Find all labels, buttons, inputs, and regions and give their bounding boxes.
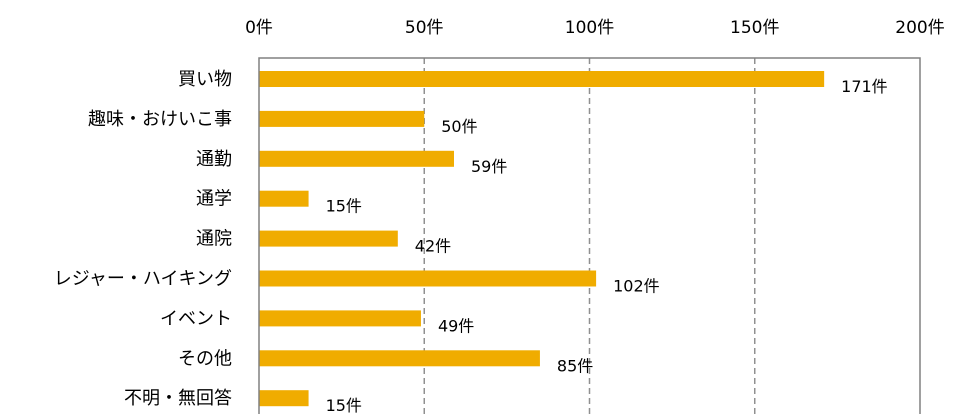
bar [259, 110, 425, 127]
bar [259, 230, 398, 247]
data-label: 15件 [326, 197, 362, 216]
data-label: 42件 [415, 237, 451, 256]
bar [259, 310, 421, 327]
plot-frame [258, 57, 921, 419]
x-tick-label: 0件 [245, 18, 273, 38]
category-label: 買い物 [178, 69, 232, 90]
category-label: 趣味・おけいこ事 [88, 109, 232, 130]
x-tick-label: 100件 [565, 18, 614, 38]
data-label: 85件 [557, 356, 593, 375]
category-label: 通院 [196, 229, 232, 250]
bar [259, 150, 454, 167]
data-labels: 171件 50件 59件 15件 42件 102件 49件 85件 15件 [326, 77, 888, 415]
bar [259, 390, 309, 407]
category-label: イベント [160, 308, 232, 329]
bar [259, 71, 825, 87]
data-label: 50件 [441, 117, 477, 136]
x-tick-label: 200件 [895, 18, 944, 38]
category-label: 通学 [196, 189, 232, 210]
data-label: 49件 [438, 316, 474, 335]
category-label: レジャー・ハイキング [54, 269, 232, 290]
bar [259, 190, 309, 207]
data-label: 59件 [471, 157, 507, 176]
category-label: 不明・無回答 [124, 388, 232, 409]
x-tick-label: 150件 [730, 18, 779, 38]
data-label: 102件 [613, 277, 660, 296]
category-label: 通勤 [196, 149, 232, 170]
bars [259, 71, 825, 407]
x-tick-label: 50件 [405, 18, 444, 38]
data-label: 171件 [841, 77, 888, 96]
bar [259, 270, 597, 287]
x-tick-labels: 0件 50件 100件 150件 200件 [245, 18, 945, 38]
bar [259, 350, 540, 367]
category-label: その他 [178, 348, 232, 369]
data-label: 15件 [326, 396, 362, 414]
